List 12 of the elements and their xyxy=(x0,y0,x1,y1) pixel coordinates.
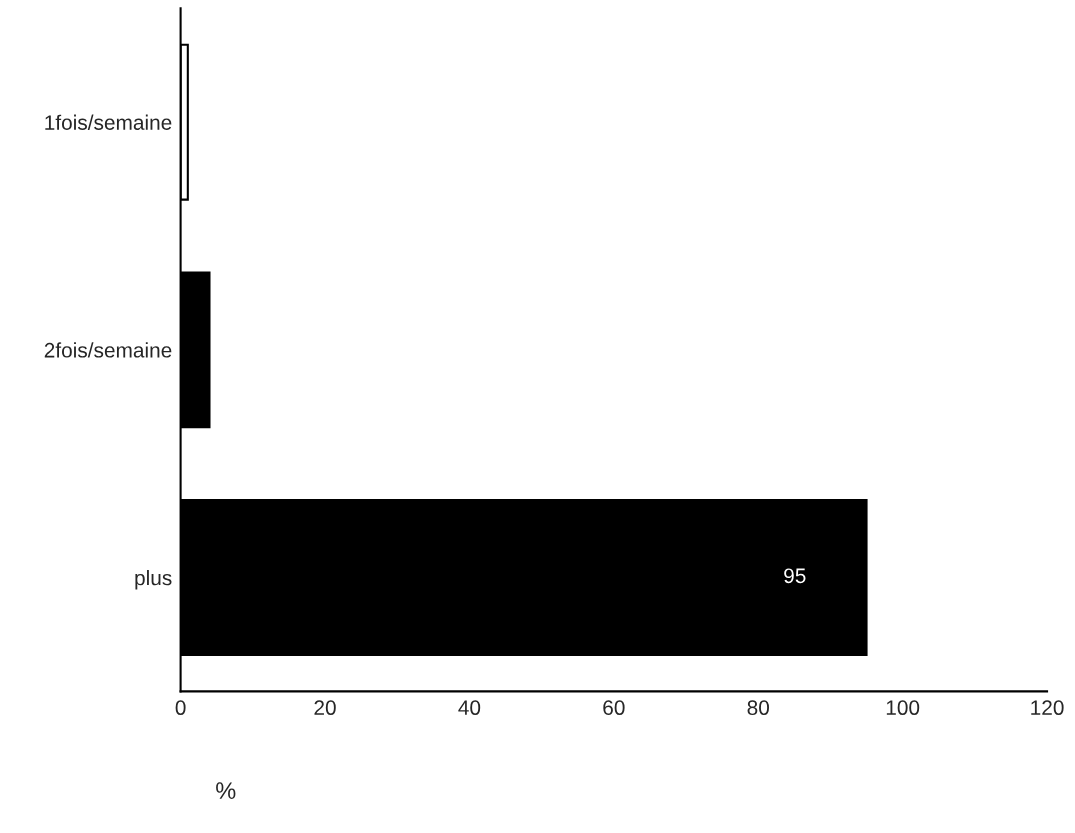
x-tick-label: 60 xyxy=(603,700,625,716)
y-tick-label: 1fois/semaine xyxy=(45,114,172,130)
x-tick-label: 40 xyxy=(458,700,481,716)
y-tick-label: plus xyxy=(135,570,172,590)
x-tick-label: 120 xyxy=(1031,700,1064,716)
x-tick-label: 0 xyxy=(175,700,186,716)
y-tick-label: 2fois/semaine xyxy=(44,342,172,358)
x-tick-label: 20 xyxy=(314,700,336,716)
x-tick-label: 80 xyxy=(747,700,770,716)
data-label: 95 xyxy=(784,568,806,584)
x-axis-title: % xyxy=(216,782,236,799)
x-tick-label: 100 xyxy=(886,700,920,716)
